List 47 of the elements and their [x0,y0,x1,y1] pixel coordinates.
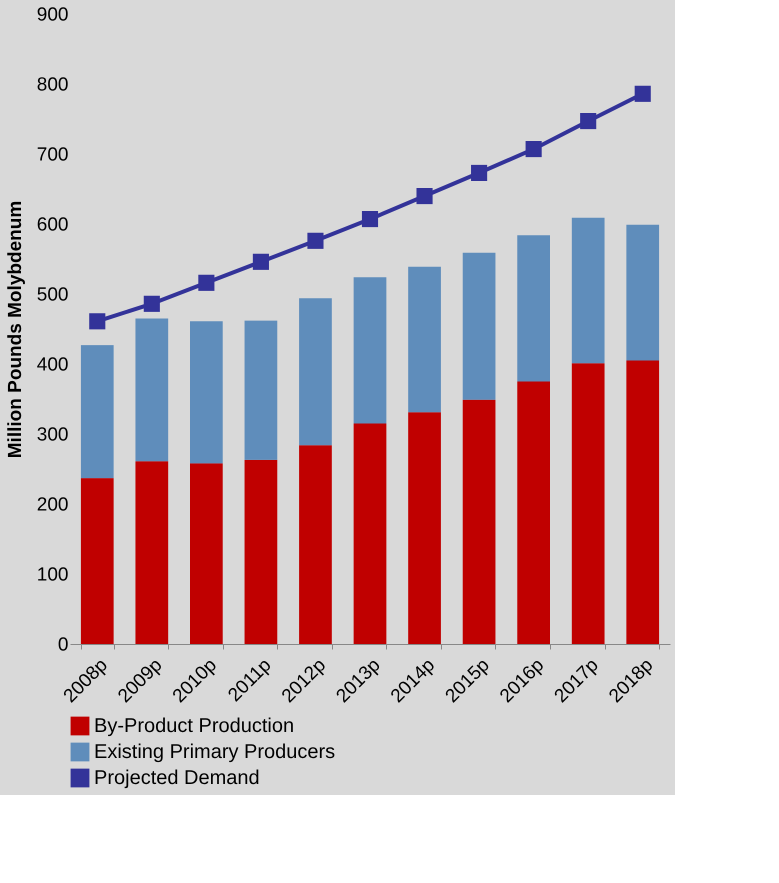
y-tick-label: 0 [58,634,68,656]
y-tick-label: 600 [36,214,68,236]
bar [462,252,496,400]
bar [244,320,278,460]
bar [80,478,114,644]
y-tick-label: 300 [36,424,68,446]
bar [190,321,223,464]
point [89,313,106,330]
point [252,254,269,270]
legend-label: By-Product Production [94,715,294,737]
point [198,274,214,291]
bar [354,277,386,424]
bar [462,400,496,644]
bar [80,345,114,478]
y-tick-label: 800 [36,74,68,96]
bar [299,298,332,446]
y-tick-label: 400 [36,354,68,376]
point [362,211,378,228]
bar [190,463,223,644]
bar [135,461,168,644]
y-axis-title: Million Pounds Molybdenum [4,200,26,458]
bar [244,460,278,644]
y-tick-label: 900 [36,4,68,26]
bar [517,382,550,644]
bar [354,424,386,644]
bar [517,235,550,382]
y-tick-label: 200 [36,494,68,516]
legend-label: Existing Primary Producers [94,741,336,763]
point [144,296,160,312]
y-tick-label: 100 [36,564,68,586]
bar [299,445,332,644]
point [526,141,542,158]
bar [572,218,605,364]
legend-label: Projected Demand [94,767,260,789]
y-tick-label: 500 [36,284,68,306]
bar [408,266,441,412]
bar [626,360,660,644]
bar [135,318,168,462]
y-tick-label: 700 [36,144,68,166]
point [307,232,324,249]
point [580,113,596,130]
bar [408,412,441,644]
bar [626,224,660,360]
point [634,86,651,102]
bar [572,363,605,644]
point [416,188,433,204]
point [471,164,488,181]
